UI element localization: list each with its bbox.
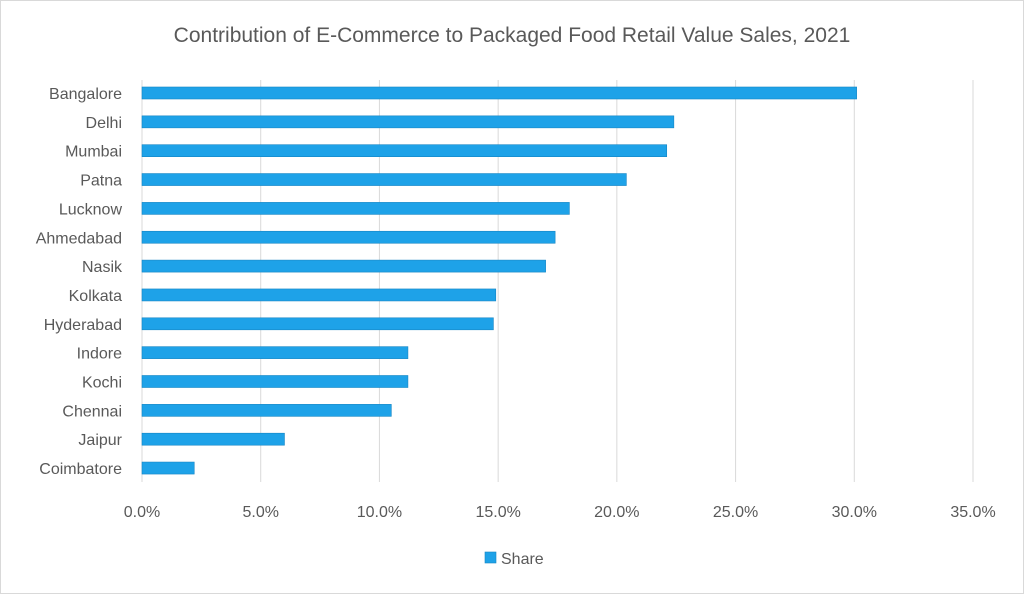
category-label-jaipur: Jaipur <box>78 432 122 449</box>
category-label-patna: Patna <box>80 173 122 190</box>
x-tick-label: 35.0% <box>950 504 995 521</box>
legend-swatch <box>484 551 497 564</box>
bar-hyderabad <box>141 317 494 331</box>
category-label-ahmedabad: Ahmedabad <box>36 230 122 247</box>
category-label-kochi: Kochi <box>82 375 122 392</box>
category-label-mumbai: Mumbai <box>65 144 122 161</box>
category-label-lucknow: Lucknow <box>59 201 123 218</box>
category-label-kolkata: Kolkata <box>69 288 122 305</box>
category-label-indore: Indore <box>77 346 122 363</box>
bar-patna <box>141 173 627 186</box>
category-label-coimbatore: Coimbatore <box>39 461 122 478</box>
gridlines <box>141 80 974 482</box>
bar-ahmedabad <box>141 230 556 244</box>
category-label-delhi: Delhi <box>86 115 122 132</box>
category-labels: Bangalore Delhi Mumbai Patna Lucknow Ahmedaba… <box>36 86 123 478</box>
x-tick-label: 15.0% <box>475 504 520 521</box>
bar-delhi <box>141 115 675 129</box>
bar-jaipur <box>141 432 285 446</box>
category-label-hyderabad: Hyderabad <box>44 317 122 334</box>
category-label-nasik: Nasik <box>82 259 123 276</box>
chart-title: Contribution of E-Commerce to Packaged F… <box>174 24 851 47</box>
category-label-bangalore: Bangalore <box>49 86 122 103</box>
x-tick-label: 30.0% <box>832 504 877 521</box>
bar-lucknow <box>141 202 570 215</box>
bar-indore <box>141 346 409 359</box>
bar-mumbai <box>141 144 668 157</box>
x-tick-label: 5.0% <box>242 504 278 521</box>
x-tick-label: 25.0% <box>713 504 758 521</box>
bar-kochi <box>141 375 409 388</box>
x-tick-label: 20.0% <box>594 504 639 521</box>
bar-coimbatore <box>141 461 195 475</box>
bars <box>141 86 857 475</box>
bar-nasik <box>141 259 546 273</box>
bar-chennai <box>141 404 392 417</box>
x-axis-tick-labels: 0.0% 5.0% 10.0% 15.0% 20.0% 25.0% 30.0% 35.0% <box>124 504 996 521</box>
legend: Share <box>484 551 544 568</box>
legend-label: Share <box>501 551 544 568</box>
bar-bangalore <box>141 86 857 100</box>
category-label-chennai: Chennai <box>62 403 122 420</box>
x-tick-label: 10.0% <box>357 504 402 521</box>
bar-kolkata <box>141 288 497 302</box>
x-tick-label: 0.0% <box>124 504 160 521</box>
